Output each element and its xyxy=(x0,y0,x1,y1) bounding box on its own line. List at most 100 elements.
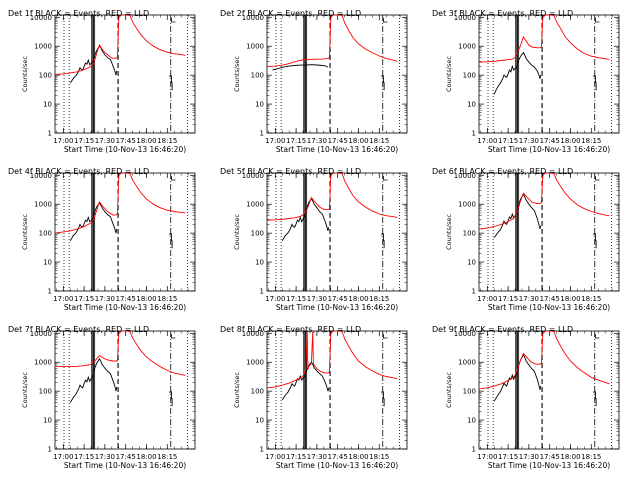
y-tick-label: 1000 xyxy=(246,201,264,209)
x-tick-label: 17:00 xyxy=(53,295,73,303)
x-axis-label: Start Time (10-Nov-13 16:46:20) xyxy=(488,303,610,312)
panel-title: Det 7f BLACK = Events, RED = LLD xyxy=(8,325,149,334)
data-layer xyxy=(55,331,188,449)
series-events xyxy=(69,358,118,403)
y-tick-label: 100 xyxy=(39,388,52,396)
series-lld xyxy=(55,173,186,234)
x-tick-label: 17:30 xyxy=(519,137,539,145)
x-tick-label: 17:15 xyxy=(286,295,306,303)
y-tick-label: 1 xyxy=(472,288,476,296)
y-tick-label: 10000 xyxy=(30,330,52,338)
y-tick-label: 100 xyxy=(251,388,264,396)
x-tick-label: 17:30 xyxy=(95,295,115,303)
x-tick-label: 18:15 xyxy=(157,453,177,461)
data-layer xyxy=(267,331,400,449)
x-tick-label: 18:00 xyxy=(136,295,156,303)
y-axis-label: Counts/sec xyxy=(233,56,241,92)
x-tick-label: 17:30 xyxy=(519,295,539,303)
x-tick-label: 17:00 xyxy=(477,295,497,303)
y-tick-label: 100 xyxy=(251,230,264,238)
x-tick-label: 18:15 xyxy=(369,453,389,461)
x-tick-label: 17:45 xyxy=(116,137,136,145)
y-tick-label: 100 xyxy=(463,230,476,238)
top-marker xyxy=(595,176,600,181)
top-marker xyxy=(171,176,176,181)
series-events xyxy=(69,202,118,241)
series-events-segment xyxy=(169,391,173,407)
panel: 1 10 100 1000 10000 17:00 17:15 17:30 17:45 18:00… xyxy=(8,9,196,154)
series-events-segment xyxy=(593,391,597,407)
x-tick-label: 17:30 xyxy=(307,295,327,303)
y-axis-label: Counts/sec xyxy=(233,214,241,250)
top-marker xyxy=(171,334,176,339)
x-tick-label: 17:45 xyxy=(328,453,348,461)
panel: 1 10 100 1000 10000 17:00 17:15 17:30 17:45 18:00… xyxy=(432,167,620,312)
y-tick-label: 1 xyxy=(472,446,476,454)
x-tick-label: 17:00 xyxy=(53,453,73,461)
y-tick-label: 10000 xyxy=(30,172,52,180)
y-tick-label: 100 xyxy=(39,72,52,80)
y-tick-label: 1000 xyxy=(458,359,476,367)
series-lld xyxy=(267,173,398,221)
top-marker xyxy=(171,18,176,23)
y-tick-label: 10 xyxy=(255,259,264,267)
x-tick-label: 18:00 xyxy=(136,137,156,145)
panel: 1 10 100 1000 10000 17:00 17:15 17:30 17:45 18:00… xyxy=(8,325,196,470)
series-events-segment xyxy=(381,391,385,407)
panel: 1 10 100 1000 10000 17:00 17:15 17:30 17:45 18:00… xyxy=(432,9,620,154)
series-lld xyxy=(55,15,186,75)
y-tick-label: 10000 xyxy=(454,14,476,22)
x-tick-label: 17:00 xyxy=(53,137,73,145)
x-tick-label: 17:15 xyxy=(498,295,518,303)
top-marker xyxy=(383,334,388,339)
series-events-segment xyxy=(381,233,385,249)
panel: 1 10 100 1000 10000 17:00 17:15 17:30 17:45 18:00… xyxy=(432,325,620,470)
y-tick-label: 1 xyxy=(260,130,264,138)
y-tick-label: 1 xyxy=(48,446,52,454)
x-tick-label: 18:00 xyxy=(560,137,580,145)
x-tick-label: 18:15 xyxy=(581,453,601,461)
x-axis-label: Start Time (10-Nov-13 16:46:20) xyxy=(276,303,398,312)
y-axis-label: Counts/sec xyxy=(233,372,241,408)
plot-frame xyxy=(54,330,196,450)
panel: 1 10 100 1000 10000 17:00 17:15 17:30 17:45 18:00… xyxy=(220,167,408,312)
top-marker xyxy=(595,334,600,339)
series-lld xyxy=(55,331,186,376)
series-events xyxy=(493,51,542,95)
y-tick-label: 10 xyxy=(255,417,264,425)
x-tick-label: 18:15 xyxy=(581,137,601,145)
y-axis-label: Counts/sec xyxy=(445,214,453,250)
panel: 1 10 100 1000 10000 17:00 17:15 17:30 17:45 18:00… xyxy=(220,9,408,154)
y-tick-label: 10000 xyxy=(242,330,264,338)
y-tick-label: 10 xyxy=(43,259,52,267)
y-axis-label: Counts/sec xyxy=(21,56,29,92)
x-tick-label: 17:15 xyxy=(74,295,94,303)
y-tick-label: 1000 xyxy=(246,43,264,51)
y-tick-label: 10000 xyxy=(30,14,52,22)
plot-frame xyxy=(266,14,408,134)
y-tick-label: 1000 xyxy=(458,43,476,51)
y-tick-label: 100 xyxy=(39,230,52,238)
series-lld xyxy=(479,331,610,390)
y-tick-label: 10000 xyxy=(242,172,264,180)
data-layer xyxy=(479,173,612,291)
x-tick-label: 17:30 xyxy=(95,453,115,461)
x-tick-label: 18:15 xyxy=(157,137,177,145)
panel: 1 10 100 1000 10000 17:00 17:15 17:30 17:45 18:00… xyxy=(220,325,408,470)
y-tick-label: 100 xyxy=(463,72,476,80)
y-tick-label: 100 xyxy=(463,388,476,396)
x-tick-label: 17:00 xyxy=(265,295,285,303)
x-tick-label: 17:15 xyxy=(286,137,306,145)
series-events xyxy=(272,64,329,71)
series-events-segment xyxy=(381,75,385,91)
plot-frame xyxy=(266,330,408,450)
y-tick-label: 10 xyxy=(43,417,52,425)
x-tick-label: 17:00 xyxy=(265,453,285,461)
y-tick-label: 10 xyxy=(255,101,264,109)
panel-title: Det 2f BLACK = Events, RED = LLD xyxy=(220,9,361,18)
x-tick-label: 17:45 xyxy=(540,453,560,461)
y-axis-label: Counts/sec xyxy=(445,56,453,92)
data-layer xyxy=(55,15,188,133)
y-tick-label: 10 xyxy=(43,101,52,109)
x-axis-label: Start Time (10-Nov-13 16:46:20) xyxy=(276,461,398,470)
